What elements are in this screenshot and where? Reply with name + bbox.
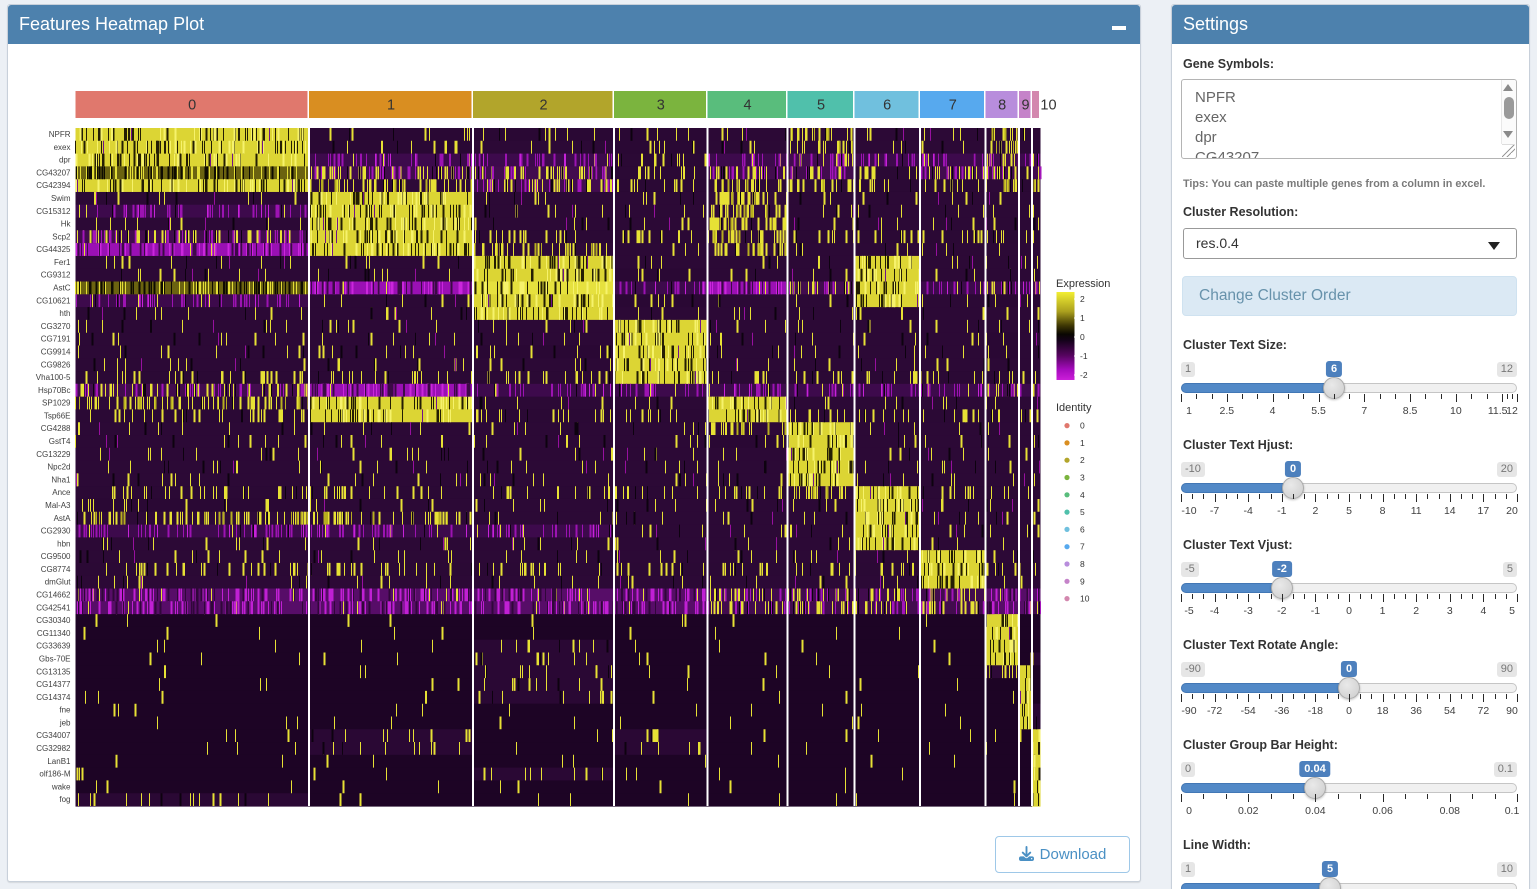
- svg-text:Gbs-70E: Gbs-70E: [39, 655, 71, 664]
- svg-text:10: 10: [1040, 98, 1056, 114]
- svg-text:Tsp66E: Tsp66E: [44, 411, 71, 420]
- svg-text:1: 1: [387, 98, 395, 114]
- svg-text:CG42394: CG42394: [36, 181, 71, 190]
- svg-text:fog: fog: [59, 795, 70, 804]
- svg-text:8: 8: [998, 98, 1006, 114]
- svg-text:2: 2: [539, 98, 547, 114]
- svg-text:10: 10: [1080, 594, 1090, 604]
- svg-text:0: 0: [188, 98, 196, 114]
- svg-text:Nha1: Nha1: [51, 475, 71, 484]
- svg-text:4: 4: [743, 98, 751, 114]
- svg-text:exex: exex: [54, 143, 71, 152]
- svg-text:hbn: hbn: [57, 539, 70, 548]
- svg-text:fne: fne: [59, 706, 71, 715]
- svg-text:Identity: Identity: [1056, 402, 1092, 414]
- svg-text:CG13229: CG13229: [36, 450, 71, 459]
- svg-text:Scp2: Scp2: [52, 232, 71, 241]
- svg-text:dpr: dpr: [59, 156, 71, 165]
- svg-text:-2: -2: [1080, 370, 1088, 380]
- svg-text:AstC: AstC: [53, 284, 71, 293]
- svg-text:CG4288: CG4288: [41, 424, 71, 433]
- svg-text:6: 6: [1080, 524, 1085, 534]
- svg-text:8: 8: [1080, 559, 1085, 569]
- svg-text:CG43207: CG43207: [36, 168, 71, 177]
- svg-text:CG14662: CG14662: [36, 591, 71, 600]
- svg-text:CG7191: CG7191: [41, 335, 71, 344]
- svg-text:CG14377: CG14377: [36, 680, 71, 689]
- svg-text:CG2930: CG2930: [41, 527, 71, 536]
- svg-text:1: 1: [1080, 438, 1085, 448]
- svg-text:wake: wake: [51, 782, 71, 791]
- svg-text:4: 4: [1080, 490, 1085, 500]
- svg-text:CG30340: CG30340: [36, 616, 71, 625]
- svg-text:0: 0: [1080, 421, 1085, 431]
- svg-text:CG13135: CG13135: [36, 667, 71, 676]
- svg-text:NPFR: NPFR: [49, 130, 71, 139]
- svg-text:5: 5: [817, 98, 825, 114]
- svg-text:AstA: AstA: [54, 514, 72, 523]
- svg-text:Vha100-5: Vha100-5: [36, 373, 71, 382]
- svg-text:CG42541: CG42541: [36, 603, 71, 612]
- svg-text:CG9312: CG9312: [41, 271, 71, 280]
- svg-text:Swim: Swim: [51, 194, 71, 203]
- svg-text:2: 2: [1080, 294, 1085, 304]
- svg-text:CG32982: CG32982: [36, 744, 71, 753]
- svg-text:SP1029: SP1029: [42, 399, 71, 408]
- svg-text:CG10621: CG10621: [36, 296, 71, 305]
- svg-text:Expression: Expression: [1056, 278, 1110, 290]
- svg-text:9: 9: [1080, 576, 1085, 586]
- svg-text:3: 3: [1080, 473, 1085, 483]
- svg-text:6: 6: [883, 98, 891, 114]
- svg-text:CG34007: CG34007: [36, 731, 71, 740]
- svg-text:0: 0: [1080, 332, 1085, 342]
- svg-text:Mal-A3: Mal-A3: [45, 501, 71, 510]
- svg-text:9: 9: [1021, 98, 1029, 114]
- svg-text:CG44325: CG44325: [36, 245, 71, 254]
- svg-text:Ance: Ance: [52, 488, 71, 497]
- svg-text:LanB1: LanB1: [47, 757, 71, 766]
- svg-text:Hsp70Bc: Hsp70Bc: [38, 386, 70, 395]
- svg-text:hth: hth: [59, 309, 70, 318]
- svg-text:GstT4: GstT4: [49, 437, 71, 446]
- svg-text:dmGlut: dmGlut: [45, 578, 72, 587]
- svg-text:CG9500: CG9500: [41, 552, 71, 561]
- svg-text:Hk: Hk: [61, 220, 72, 229]
- svg-text:7: 7: [1080, 542, 1085, 552]
- svg-text:CG9914: CG9914: [41, 348, 71, 357]
- svg-text:Npc2d: Npc2d: [47, 463, 70, 472]
- svg-text:CG33639: CG33639: [36, 642, 71, 651]
- svg-text:CG9826: CG9826: [41, 360, 71, 369]
- svg-text:CG8774: CG8774: [41, 565, 71, 574]
- svg-text:CG15312: CG15312: [36, 207, 71, 216]
- svg-text:-1: -1: [1080, 351, 1088, 361]
- svg-text:5: 5: [1080, 507, 1085, 517]
- svg-text:jeb: jeb: [59, 718, 71, 727]
- svg-text:Fer1: Fer1: [54, 258, 71, 267]
- svg-text:3: 3: [657, 98, 665, 114]
- svg-text:CG14374: CG14374: [36, 693, 71, 702]
- svg-text:1: 1: [1080, 313, 1085, 323]
- svg-text:olf186-M: olf186-M: [39, 770, 70, 779]
- svg-text:CG11340: CG11340: [37, 629, 71, 638]
- svg-text:CG3270: CG3270: [41, 322, 71, 331]
- svg-text:7: 7: [949, 98, 957, 114]
- svg-text:2: 2: [1080, 455, 1085, 465]
